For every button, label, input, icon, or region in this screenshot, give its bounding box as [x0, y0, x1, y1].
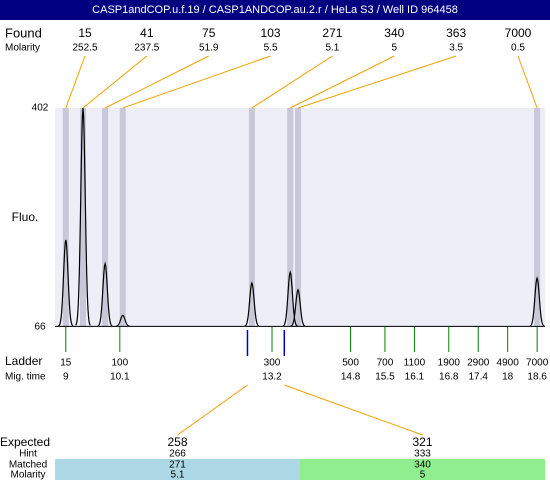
- peak-band: [534, 108, 541, 327]
- matched-box: [55, 459, 300, 480]
- found-molarity: 0.5: [511, 43, 525, 54]
- ladder-time: 15.5: [375, 372, 395, 383]
- found-molarity: 5: [392, 43, 398, 54]
- ladder-size: 700: [377, 358, 394, 369]
- peak: [290, 288, 306, 327]
- peak: [115, 314, 131, 327]
- title-bar: [0, 0, 550, 20]
- found-connector: [289, 55, 395, 109]
- expected-value: 258: [167, 435, 187, 449]
- found-size: 7000: [505, 26, 532, 40]
- ladder-size: 7000: [526, 358, 549, 369]
- title: CASP1andCOP.u.f.19 / CASP1ANDCOP.au.2.r …: [92, 4, 458, 16]
- found-connector: [297, 55, 457, 109]
- expected-label: Expected: [0, 435, 50, 449]
- expected-connector: [284, 384, 423, 436]
- peak: [97, 261, 113, 327]
- ladder-time: 18.6: [527, 372, 547, 383]
- ladder-time: 18: [502, 372, 514, 383]
- found-connector: [82, 55, 148, 109]
- matched-box: [300, 459, 545, 480]
- found-connector: [104, 55, 209, 109]
- mig-time-label: Mig. time: [5, 372, 46, 383]
- ladder-size: 1100: [404, 358, 426, 369]
- ladder-time: 14.8: [341, 372, 361, 383]
- found-molarity: 3.5: [449, 43, 463, 54]
- ladder-time: 16.1: [405, 372, 425, 383]
- found-size: 271: [322, 26, 342, 40]
- peak: [282, 270, 298, 327]
- peak: [529, 276, 545, 327]
- matched-label: Matched: [9, 460, 47, 471]
- ladder-time: 13.2: [262, 372, 282, 383]
- found-size: 363: [446, 26, 466, 40]
- ladder-size: 100: [111, 358, 128, 369]
- molarity-label: Molarity: [5, 43, 40, 54]
- found-size: 15: [78, 26, 92, 40]
- peak-band: [102, 108, 109, 327]
- ladder-size: 300: [264, 358, 281, 369]
- peak-band: [248, 108, 255, 327]
- ladder-label: Ladder: [5, 354, 42, 368]
- ladder-size: 4900: [497, 358, 520, 369]
- found-connector: [517, 55, 538, 109]
- molarity-value: 5: [420, 470, 426, 480]
- found-molarity: 5.5: [264, 43, 278, 54]
- ladder-size: 1900: [438, 358, 461, 369]
- found-size: 41: [140, 26, 154, 40]
- peak-band: [62, 108, 69, 327]
- peak-band: [287, 108, 294, 327]
- ladder-size: 15: [60, 358, 72, 369]
- found-connector: [65, 55, 86, 109]
- y-axis-label: Fluo.: [12, 210, 39, 224]
- found-connector: [251, 55, 333, 109]
- found-molarity: 237.5: [134, 43, 159, 54]
- found-size: 75: [202, 26, 216, 40]
- found-size: 340: [384, 26, 404, 40]
- peak-band: [295, 108, 302, 327]
- hint-value: 333: [414, 449, 431, 460]
- peak-band: [79, 108, 86, 327]
- peak-band: [119, 108, 126, 327]
- expected-connector: [177, 384, 248, 436]
- peak: [244, 281, 260, 327]
- found-size: 103: [261, 26, 281, 40]
- found-molarity: 5.1: [325, 43, 339, 54]
- expected-value: 321: [412, 435, 432, 449]
- found-connector: [122, 55, 271, 109]
- ladder-size: 500: [342, 358, 359, 369]
- matched-value: 340: [414, 460, 431, 471]
- expected-molarity-label: Molarity: [10, 470, 45, 480]
- ladder-time: 9: [63, 372, 69, 383]
- ladder-time: 10.1: [110, 372, 130, 383]
- matched-value: 271: [169, 460, 186, 471]
- molarity-value: 5.1: [171, 470, 185, 480]
- found-molarity: 51.9: [199, 43, 219, 54]
- hint-label: Hint: [19, 449, 37, 460]
- found-label: Found: [5, 25, 42, 40]
- y-tick-label: 66: [34, 322, 46, 333]
- ladder-time: 16.8: [439, 372, 459, 383]
- peak: [58, 239, 74, 327]
- hint-value: 266: [169, 449, 186, 460]
- ladder-time: 17.4: [468, 372, 488, 383]
- found-molarity: 252.5: [72, 43, 97, 54]
- ladder-size: 2900: [467, 358, 490, 369]
- y-tick-label: 402: [32, 103, 49, 114]
